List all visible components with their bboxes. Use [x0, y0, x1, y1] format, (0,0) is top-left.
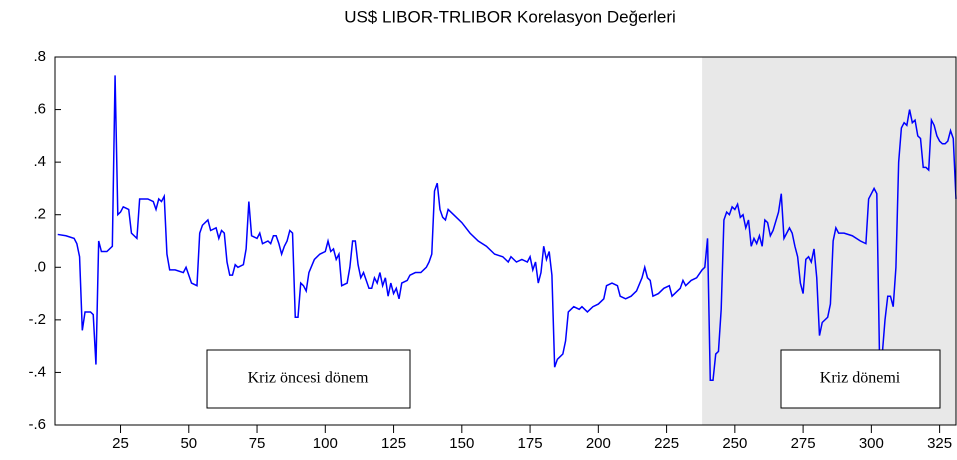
- annotation: Kriz dönemi: [820, 370, 901, 387]
- y-tick-label: -.4: [28, 363, 46, 380]
- y-tick-label: -.2: [28, 311, 46, 328]
- x-tick-label: 225: [654, 435, 679, 452]
- x-tick-label: 325: [927, 435, 952, 452]
- x-tick-label: 50: [180, 435, 197, 452]
- x-tick-label: 100: [313, 435, 338, 452]
- annotation: Kriz öncesi dönem: [248, 370, 369, 387]
- x-tick-label: 200: [586, 435, 611, 452]
- x-tick-label: 250: [722, 435, 747, 452]
- x-tick-label: 175: [518, 435, 543, 452]
- plot-frame: [54, 56, 957, 426]
- x-tick-label: 75: [249, 435, 266, 452]
- x-tick-label: 150: [449, 435, 474, 452]
- x-tick-label: 300: [859, 435, 884, 452]
- y-tick-label: .2: [33, 206, 46, 223]
- annotation-box: [206, 349, 411, 409]
- y-tick-label: .0: [33, 258, 46, 275]
- series-line: [57, 75, 957, 382]
- y-tick-label: .6: [33, 101, 46, 118]
- annotation-box: [780, 349, 941, 409]
- y-tick-label: .4: [33, 153, 46, 170]
- x-tick-label: 125: [381, 435, 406, 452]
- y-tick-label: .8: [33, 48, 46, 65]
- x-tick-label: 25: [112, 435, 129, 452]
- y-tick-label: -.6: [28, 416, 46, 433]
- chart-title: US$ LIBOR-TRLIBOR Korelasyon Değerleri: [344, 7, 676, 26]
- x-tick-label: 275: [791, 435, 816, 452]
